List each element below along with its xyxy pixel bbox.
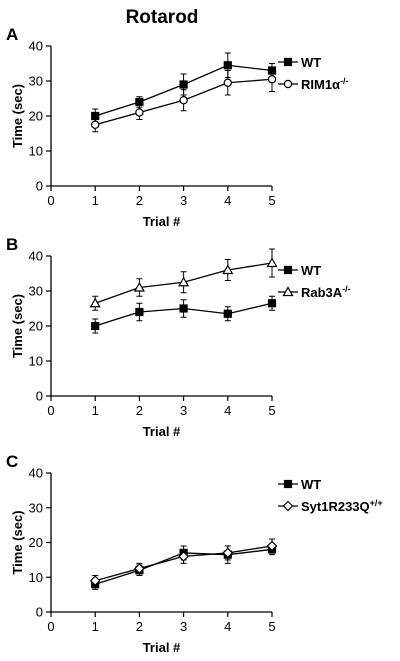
x-tick-label: 0 [47, 403, 54, 418]
legend-label-superscript: +/+ [370, 498, 383, 508]
series-syt1r233q [89, 538, 278, 587]
data-point [222, 547, 234, 559]
data-point [222, 264, 234, 275]
x-tick-label: 1 [92, 193, 99, 208]
x-tick-label: 0 [47, 193, 54, 208]
legend-marker [283, 265, 293, 275]
y-tick-label: 0 [36, 389, 43, 404]
figure-title: Rotarod [126, 7, 199, 28]
y-tick-label: 30 [29, 284, 43, 299]
y-axis-label: Time (sec) [10, 510, 25, 574]
legend-entry: RIM1α-/- [278, 76, 349, 92]
x-tick-label: 5 [268, 193, 275, 208]
data-point [91, 321, 100, 331]
data-point [89, 575, 101, 587]
x-tick-label: 3 [180, 193, 187, 208]
legend-label: RIM1α-/- [301, 76, 349, 92]
y-tick-label: 0 [36, 179, 43, 194]
x-tick-label: 4 [224, 403, 231, 418]
y-tick-label: 0 [36, 605, 43, 620]
legend-label: WT [301, 263, 321, 278]
y-tick-label: 10 [29, 354, 43, 369]
legend-label-superscript: -/- [340, 76, 349, 86]
legend-marker [282, 286, 294, 297]
legend-entry: WT [278, 477, 321, 492]
x-tick-label: 4 [224, 193, 231, 208]
data-point [179, 80, 188, 89]
data-point [135, 97, 144, 107]
legend-label: WT [301, 55, 321, 70]
y-tick-label: 20 [29, 319, 43, 334]
data-point [135, 307, 144, 317]
legend-marker [282, 500, 294, 512]
series-wt [91, 295, 277, 334]
legend-entry: Rab3A-/- [278, 284, 351, 300]
y-tick-label: 20 [29, 109, 43, 124]
data-point [178, 276, 190, 287]
legend-label: Syt1R233Q+/+ [301, 498, 383, 514]
x-tick-label: 5 [268, 619, 275, 634]
data-point [223, 78, 232, 87]
y-tick-label: 30 [29, 74, 43, 89]
data-point [178, 551, 189, 562]
data-point [223, 309, 232, 318]
x-tick-label: 2 [136, 403, 143, 418]
y-tick-label: 30 [29, 500, 43, 515]
legend-entry: Syt1R233Q+/+ [278, 498, 383, 514]
x-tick-label: 3 [180, 403, 187, 418]
x-tick-label: 2 [136, 619, 143, 634]
x-tick-label: 3 [180, 619, 187, 634]
y-tick-label: 40 [29, 39, 43, 54]
y-axis-label: Time (sec) [10, 294, 25, 358]
x-tick-label: 0 [47, 619, 54, 634]
x-tick-label: 2 [136, 193, 143, 208]
chart-panel-b: B 0 10 20 30 40 0 1 2 3 4 5 Trial # Time (sec) WT Rab3A… [6, 235, 351, 439]
legend-entry: WT [278, 263, 321, 278]
legend-label-superscript: -/- [342, 284, 351, 294]
panel-letter: C [6, 452, 18, 471]
legend-label: WT [301, 477, 321, 492]
x-tick-label: 1 [92, 619, 99, 634]
y-tick-label: 10 [29, 144, 43, 159]
panel-letter: B [6, 235, 18, 254]
legend-marker [283, 79, 293, 89]
chart-panel-c: C 0 10 20 30 40 0 1 2 3 4 5 Trial # Time (sec) WT Syt1R… [6, 452, 383, 655]
legend-entry: WT [278, 55, 321, 70]
data-point [135, 108, 144, 117]
x-tick-label: 5 [268, 403, 275, 418]
legend-label: Rab3A-/- [301, 284, 351, 300]
x-tick-label: 4 [224, 619, 231, 634]
legend-marker [283, 57, 293, 67]
data-point [89, 297, 101, 308]
x-tick-label: 1 [92, 403, 99, 418]
x-axis-label: Trial # [143, 640, 181, 655]
series-rim1- [90, 66, 277, 133]
panel-letter: A [6, 25, 18, 44]
data-point [266, 257, 278, 268]
y-tick-label: 40 [29, 466, 43, 481]
x-axis-label: Trial # [143, 214, 181, 229]
data-point [223, 61, 232, 70]
data-point [266, 540, 278, 552]
data-point [179, 96, 188, 105]
chart-panel-a: A 0 10 20 30 40 0 1 2 3 4 5 Trial # Time (sec) WT RIM1α… [6, 25, 349, 229]
y-axis-label: Time (sec) [10, 84, 25, 148]
data-point [90, 120, 100, 129]
data-point [267, 299, 277, 308]
series-rab3a [89, 248, 278, 311]
legend-marker [283, 479, 293, 489]
y-tick-label: 20 [29, 535, 43, 550]
y-tick-label: 10 [29, 570, 43, 585]
series-wt [91, 52, 277, 124]
data-point [133, 281, 145, 292]
y-tick-label: 40 [29, 249, 43, 264]
data-point [134, 563, 145, 574]
x-axis-label: Trial # [143, 424, 181, 439]
data-point [267, 75, 277, 84]
data-point [179, 304, 188, 313]
